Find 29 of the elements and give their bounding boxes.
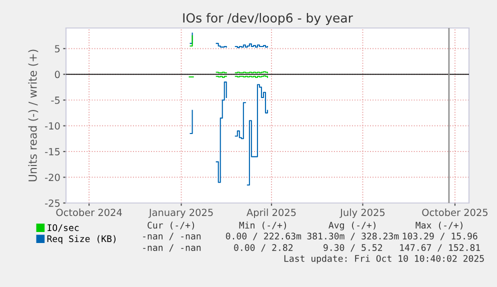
- legend-label: Req Size (KB): [47, 235, 116, 244]
- x-tick-label: July 2025: [340, 208, 385, 218]
- text: 9.30 / 5.52: [324, 244, 382, 252]
- text: Min (-/+): [239, 222, 286, 230]
- text: -nan / -nan: [143, 244, 201, 252]
- text: Avg (-/+): [328, 222, 376, 230]
- y-tick-label: -15: [45, 148, 60, 156]
- y-tick-label: -5: [51, 96, 60, 104]
- y-tick-label: 5: [55, 45, 60, 52]
- text: 0.00 / 2.82: [234, 244, 293, 252]
- y-tick-label: -10: [45, 122, 60, 130]
- text: Max (-/+): [416, 222, 462, 230]
- text: Last update: Fri Oct 10 10:40:02 2025: [284, 254, 484, 264]
- text: 147.67 / 152.81: [400, 244, 480, 252]
- chart-title: IOs for /dev/loop6 - by year: [183, 12, 353, 26]
- text: 0.00 / 222.63m: [226, 232, 302, 240]
- y-tick-label: -20: [45, 174, 60, 182]
- x-tick-label: October 2024: [56, 208, 122, 216]
- text: Cur (-/+): [148, 222, 194, 230]
- y-tick-label: 0: [54, 70, 60, 78]
- y-axis-title: Units read (-) / write (+): [28, 50, 38, 182]
- x-tick-label: October 2025: [422, 208, 488, 216]
- x-tick-label: April 2025: [246, 208, 296, 218]
- text: -nan / -nan: [143, 232, 201, 240]
- y-tick-label: -25: [45, 199, 60, 207]
- text: 381.30m / 328.23m: [307, 232, 399, 240]
- text: 103.29 / 15.96: [402, 232, 478, 240]
- legend-label: IO/sec: [48, 224, 79, 232]
- x-tick-label: January 2025: [148, 208, 213, 218]
